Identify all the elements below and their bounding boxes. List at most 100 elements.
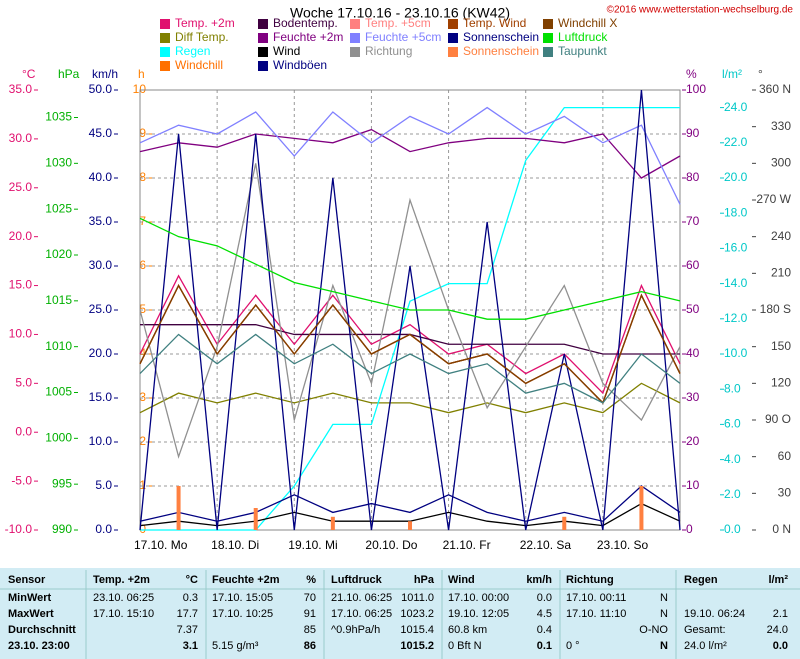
table-cell: Luftdruck (331, 574, 383, 586)
y-tick-label: 1000 (45, 431, 72, 445)
table-cell: 2.1 (773, 608, 788, 620)
chart-title: Woche 17.10.16 - 23.10.16 (KW42) (290, 5, 510, 21)
y-tick-label: 360 N (759, 82, 791, 96)
y-tick-label: 20.0 (89, 346, 113, 360)
y-tick-label: 10.0 (89, 434, 113, 448)
table-cell: 1011.0 (401, 592, 434, 604)
y-tick-label: 6 (139, 258, 146, 272)
legend-swatch (160, 33, 170, 43)
y-tick-label: 24.0 (724, 100, 748, 114)
table-cell: N (660, 608, 668, 620)
legend-swatch (448, 47, 458, 57)
y-tick-label: 1035 (45, 110, 72, 124)
legend-label: Windchill (175, 58, 223, 72)
y-tick-label: 8.0 (724, 381, 741, 395)
x-tick-label: 19.10. Mi (288, 538, 337, 552)
y-tick-label: 45.0 (89, 126, 113, 140)
y-tick-label: 80 (686, 170, 700, 184)
x-tick-label: 22.10. Sa (520, 538, 572, 552)
y-tick-label: 2.0 (724, 487, 741, 501)
table-cell: 7.37 (177, 624, 198, 636)
y-tick-label: 1010 (45, 339, 72, 353)
table-cell: N (660, 640, 668, 652)
y-tick-label: 0 (686, 522, 693, 536)
legend-label: Windböen (273, 58, 327, 72)
axis-unit: km/h (92, 67, 118, 81)
y-tick-label: 5.0 (95, 478, 112, 492)
table-cell: hPa (414, 574, 435, 586)
table-cell: 86 (304, 640, 316, 652)
legend-label: Diff Temp. (175, 30, 229, 44)
y-tick-label: 0.0 (15, 424, 32, 438)
table-cell: 0.3 (183, 592, 198, 604)
y-tick-label: 0 N (772, 522, 791, 536)
legend-swatch (160, 19, 170, 29)
y-tick-label: 30 (778, 486, 792, 500)
y-tick-label: 40.0 (89, 170, 113, 184)
background (0, 0, 800, 565)
y-tick-label: 30.0 (9, 131, 33, 145)
table-cell: MaxWert (8, 608, 54, 620)
y-tick-label: 35.0 (9, 82, 33, 96)
table-cell: 4.5 (537, 608, 552, 620)
table-cell: 0 Bft N (448, 640, 482, 652)
y-tick-label: 150 (771, 339, 791, 353)
y-tick-label: 30.0 (89, 258, 113, 272)
y-tick-label: 990 (52, 522, 72, 536)
y-tick-label: 35.0 (89, 214, 113, 228)
legend-label: Richtung (365, 44, 412, 58)
table-cell: 70 (304, 592, 316, 604)
y-tick-label: 180 S (760, 302, 791, 316)
table-cell: 19.10. 06:24 (684, 608, 745, 620)
legend-swatch (543, 19, 553, 29)
y-tick-label: 5.0 (15, 376, 32, 390)
table-cell: 17.10. 15:05 (212, 592, 273, 604)
legend-label: Feuchte +5cm (365, 30, 441, 44)
table-cell: 19.10. 12:05 (448, 608, 509, 620)
legend-swatch (350, 47, 360, 57)
legend-swatch (160, 61, 170, 71)
table-cell: km/h (526, 574, 552, 586)
bar (639, 486, 644, 530)
y-tick-label: 995 (52, 476, 72, 490)
y-tick-label: 6.0 (724, 417, 741, 431)
series-line (139, 163, 681, 459)
table-cell: 1023.2 (400, 608, 434, 620)
table-cell: N (660, 592, 668, 604)
legend-swatch (258, 61, 268, 71)
table-cell: 23.10. 06:25 (93, 592, 154, 604)
table-cell: 17.10. 06:25 (331, 608, 392, 620)
legend-label: Sonnenschein (463, 44, 539, 58)
table-cell: MinWert (8, 592, 52, 604)
legend-label: Wind (273, 44, 300, 58)
y-tick-label: 12.0 (724, 311, 748, 325)
table-cell: 91 (304, 608, 316, 620)
legend-label: Luftdruck (558, 30, 608, 44)
table-cell: l/m² (768, 574, 788, 586)
y-tick-label: 100 (686, 82, 706, 96)
table-cell: °C (186, 574, 198, 586)
table-cell: Sensor (8, 574, 46, 586)
x-tick-label: 23.10. So (597, 538, 649, 552)
table-cell: 1015.2 (400, 640, 434, 652)
y-tick-label: 1015 (45, 293, 72, 307)
series-line (139, 485, 681, 522)
axis-unit: h (138, 67, 145, 81)
table-cell: 0.4 (537, 624, 552, 636)
y-tick-label: 3 (139, 390, 146, 404)
legend-label: Windchill X (558, 16, 617, 30)
y-tick-label: 9 (139, 126, 146, 140)
y-tick-label: 60 (778, 449, 792, 463)
y-tick-label: 300 (771, 156, 791, 170)
y-tick-label: 14.0 (724, 276, 748, 290)
legend-label: Taupunkt (558, 44, 607, 58)
table-cell: 85 (304, 624, 316, 636)
y-tick-label: 330 (771, 119, 791, 133)
legend-label: Feuchte +2m (273, 30, 343, 44)
y-tick-label: 210 (771, 266, 791, 280)
table-cell: Gesamt: (684, 624, 726, 636)
y-tick-label: 90 O (765, 412, 791, 426)
y-tick-label: -10.0 (5, 522, 33, 536)
y-tick-label: 10.0 (724, 346, 748, 360)
